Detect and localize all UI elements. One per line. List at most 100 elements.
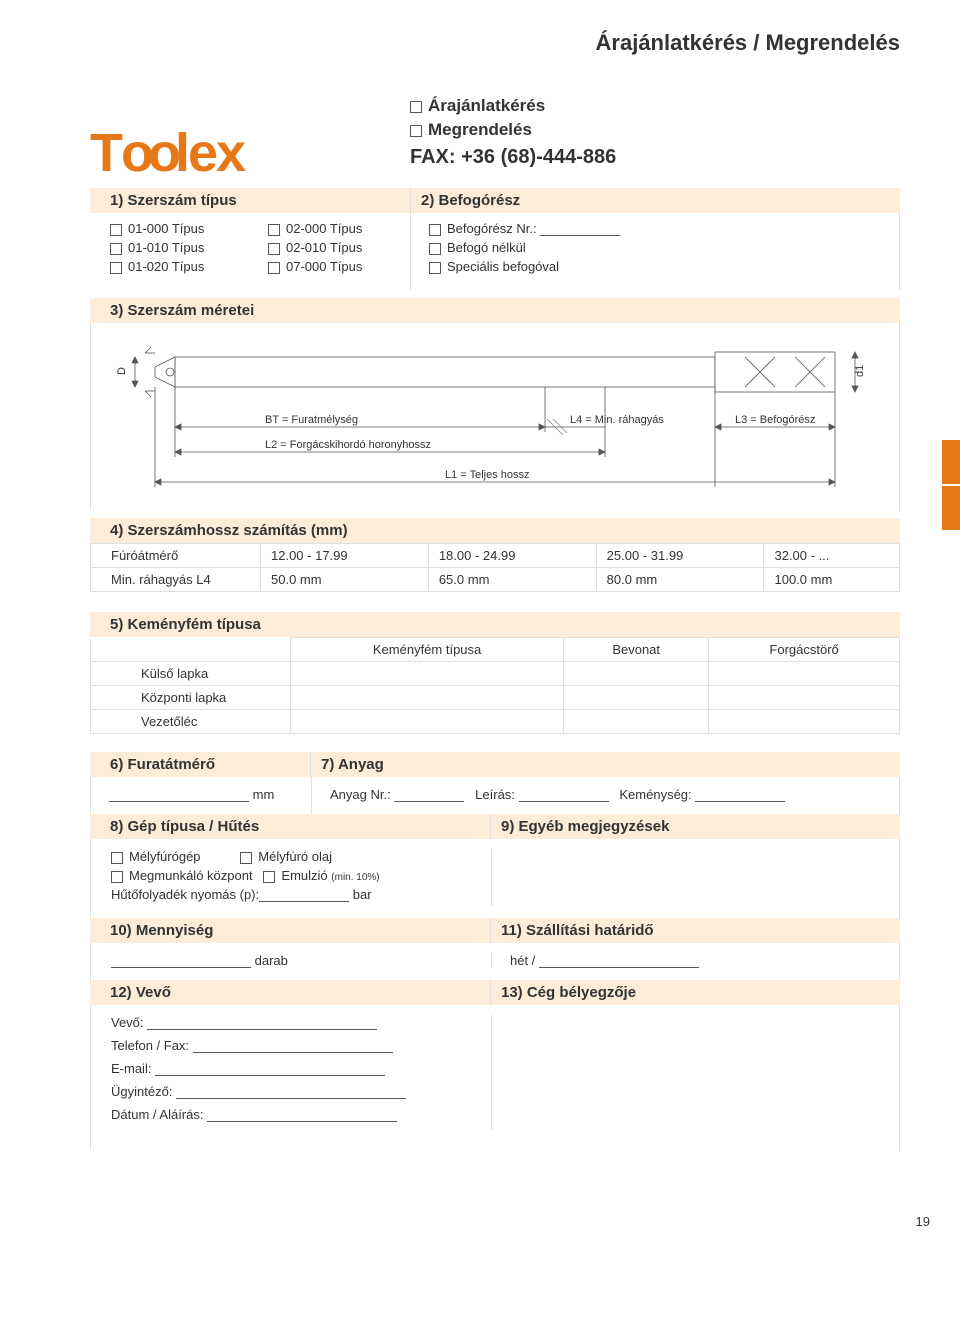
fill-line[interactable] <box>539 956 699 968</box>
buyer-line: Ügyintéző: <box>111 1084 491 1099</box>
cell[interactable] <box>564 662 709 686</box>
request-column: Árajánlatkérés Megrendelés FAX: +36 (68)… <box>410 96 616 179</box>
fill-line[interactable] <box>259 890 349 902</box>
label: Mélyfúrógép <box>129 849 201 864</box>
fill-line[interactable] <box>109 790 249 802</box>
stamp-area <box>491 1015 899 1130</box>
cell: 80.0 mm <box>596 568 764 592</box>
fill-line[interactable] <box>193 1041 393 1053</box>
unit-label: mm <box>253 787 275 802</box>
cell: 18.00 - 24.99 <box>428 544 596 568</box>
checkbox-icon[interactable] <box>263 871 275 883</box>
buyer-info: Vevő: Telefon / Fax: E-mail: Ügyintéző: … <box>91 1015 491 1130</box>
label: Árajánlatkérés <box>428 96 545 115</box>
cooling-row-2: Megmunkáló központ Emulzió (min. 10%) <box>111 868 491 883</box>
cell[interactable] <box>291 710 564 734</box>
fill-line[interactable] <box>147 1018 377 1030</box>
label: 01-000 Típus <box>128 221 204 236</box>
fax-line: FAX: +36 (68)-444-886 <box>410 146 616 169</box>
cell[interactable] <box>291 662 564 686</box>
type-option[interactable]: 07-000 Típus <box>268 259 400 274</box>
clamp-option[interactable]: Befogórész Nr.: <box>429 221 889 236</box>
label: hét / <box>510 953 535 968</box>
request-option-quote[interactable]: Árajánlatkérés <box>410 96 616 116</box>
cell: 50.0 mm <box>261 568 429 592</box>
types-col-2: 02-000 Típus 02-010 Típus 07-000 Típus <box>250 213 410 290</box>
label: Keménység: <box>619 787 691 802</box>
clamp-option[interactable]: Befogó nélkül <box>429 240 889 255</box>
section-4-band: 4) Szerszámhossz számítás (mm) <box>90 518 900 543</box>
fill-line[interactable] <box>155 1064 385 1076</box>
checkbox-icon[interactable] <box>268 224 280 236</box>
label: 01-020 Típus <box>128 259 204 274</box>
request-option-order[interactable]: Megrendelés <box>410 120 616 140</box>
checkbox-icon[interactable] <box>429 224 441 236</box>
fill-line[interactable] <box>394 790 464 802</box>
fill-line[interactable] <box>111 956 251 968</box>
checkbox-icon[interactable] <box>268 262 280 274</box>
type-option[interactable]: 02-000 Típus <box>268 221 400 236</box>
type-option[interactable]: 01-020 Típus <box>110 259 240 274</box>
label: Leírás: <box>475 787 515 802</box>
checkbox-icon[interactable] <box>429 243 441 255</box>
diagram-label-d1: d1 <box>854 365 866 377</box>
logo-column: Toolex <box>90 96 410 180</box>
diagram-label-BT: BT = Furatmélység <box>265 414 358 426</box>
label: Befogó nélkül <box>447 240 526 255</box>
checkbox-icon[interactable] <box>110 262 122 274</box>
section-12-13-band: 12) Vevő 13) Cég bélyegzője <box>90 980 900 1005</box>
note-label: (min. 10%) <box>331 872 379 883</box>
diagram-label-D: D <box>116 367 128 375</box>
types-col-1: 01-000 Típus 01-010 Típus 01-020 Típus <box>90 213 250 290</box>
cooling-options: Mélyfúrógép Mélyfúró olaj Megmunkáló köz… <box>91 849 491 906</box>
cell[interactable] <box>564 686 709 710</box>
checkbox-icon[interactable] <box>429 262 441 274</box>
unit-label: darab <box>255 953 288 968</box>
label: Mélyfúró olaj <box>258 849 332 864</box>
checkbox-icon[interactable] <box>111 852 123 864</box>
label: 07-000 Típus <box>286 259 362 274</box>
section-10-11-content: darab hét / <box>90 943 900 980</box>
table-row: Központi lapka <box>91 686 900 710</box>
checkbox-icon[interactable] <box>268 243 280 255</box>
type-option[interactable]: 01-000 Típus <box>110 221 240 236</box>
checkbox-icon[interactable] <box>240 852 252 864</box>
section-11-title: 11) Szállítási határidő <box>490 918 900 943</box>
clamp-col: Befogórész Nr.: Befogó nélkül Speciális … <box>410 213 899 290</box>
checkbox-icon[interactable] <box>110 243 122 255</box>
checkbox-icon[interactable] <box>410 101 422 113</box>
row-label: Vezetőléc <box>91 710 291 734</box>
label: Megmunkáló központ <box>129 868 253 883</box>
cell[interactable] <box>564 710 709 734</box>
unit-label: bar <box>353 887 372 902</box>
section-2-title: 2) Befogórész <box>410 188 900 213</box>
cell[interactable] <box>709 686 900 710</box>
type-option[interactable]: 01-010 Típus <box>110 240 240 255</box>
fill-line[interactable] <box>207 1110 397 1122</box>
fill-line[interactable] <box>176 1087 406 1099</box>
row-label: Központi lapka <box>91 686 291 710</box>
label: Dátum / Aláírás: <box>111 1107 203 1122</box>
cell: 65.0 mm <box>428 568 596 592</box>
type-option[interactable]: 02-010 Típus <box>268 240 400 255</box>
cell[interactable] <box>709 710 900 734</box>
label: Megrendelés <box>428 120 532 139</box>
fill-line[interactable] <box>540 224 620 236</box>
cell[interactable] <box>291 686 564 710</box>
tool-diagram: D d1 BT = Furatmélység L4 = Min. ráhagyá… <box>109 337 881 497</box>
checkbox-icon[interactable] <box>410 125 422 137</box>
checkbox-icon[interactable] <box>111 871 123 883</box>
top-row: Toolex Árajánlatkérés Megrendelés FAX: +… <box>90 96 900 180</box>
cell: 12.00 - 17.99 <box>261 544 429 568</box>
checkbox-icon[interactable] <box>110 224 122 236</box>
section-8-9-band: 8) Gép típusa / Hűtés 9) Egyéb megjegyzé… <box>90 814 900 839</box>
buyer-line: E-mail: <box>111 1061 491 1076</box>
remarks-area[interactable] <box>491 849 899 906</box>
clamp-option[interactable]: Speciális befogóval <box>429 259 889 274</box>
cell[interactable] <box>709 662 900 686</box>
fill-line[interactable] <box>695 790 785 802</box>
label: 02-000 Típus <box>286 221 362 236</box>
fill-line[interactable] <box>519 790 609 802</box>
label: 01-010 Típus <box>128 240 204 255</box>
deadline-cell: hét / <box>491 953 899 968</box>
